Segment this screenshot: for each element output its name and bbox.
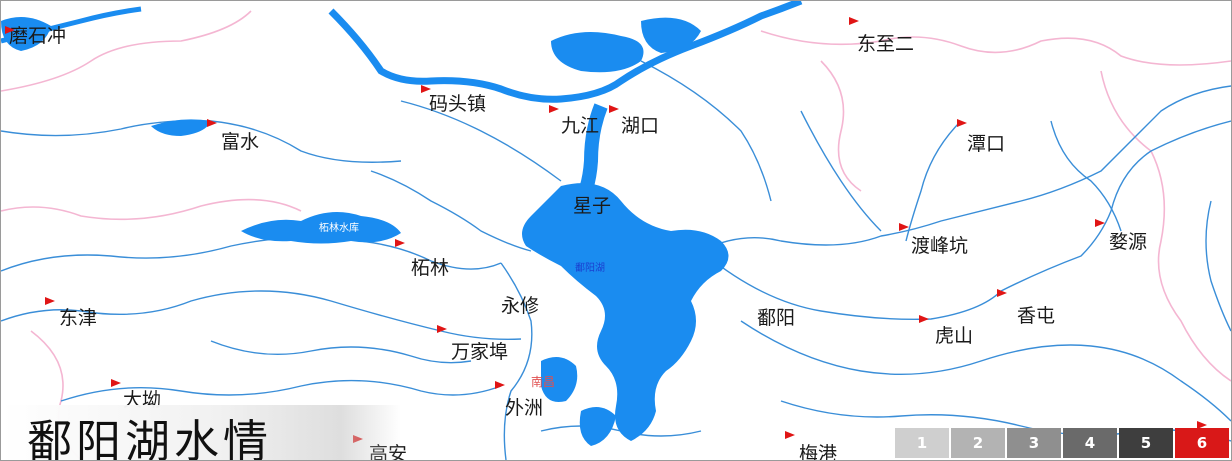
- lake-west: [1, 17, 51, 51]
- lake-north: [641, 17, 701, 54]
- pager-button-6[interactable]: 6: [1175, 428, 1229, 458]
- station-flag[interactable]: [437, 325, 447, 333]
- station-flag[interactable]: [899, 223, 909, 231]
- station-flag[interactable]: [421, 85, 431, 93]
- station-flag[interactable]: [785, 431, 795, 439]
- station-flag[interactable]: [111, 379, 121, 387]
- lake-south-fragment-2: [579, 407, 616, 446]
- poyang-lake: [522, 183, 729, 441]
- station-flag[interactable]: [1197, 421, 1207, 429]
- place-label: 码头镇: [429, 93, 487, 115]
- zhelin-reservoir: [241, 212, 401, 244]
- place-label: 潭口: [967, 133, 1006, 155]
- city-label: 南昌: [531, 375, 556, 389]
- place-label: 万家埠: [451, 341, 509, 363]
- station-flag[interactable]: [495, 381, 505, 389]
- yangtze-river: [328, 1, 803, 103]
- place-label: 东至二: [857, 33, 915, 55]
- place-label: 湖口: [621, 115, 660, 137]
- station-flag[interactable]: [957, 119, 967, 127]
- lake-south-fragment: [541, 357, 578, 402]
- pager-button-4[interactable]: 4: [1063, 428, 1117, 458]
- place-label: 九江: [561, 115, 600, 137]
- pager-button-5[interactable]: 5: [1119, 428, 1173, 458]
- place-label: 鄱阳: [757, 307, 796, 329]
- place-label: 磨石冲: [9, 25, 67, 47]
- river-network: [1, 60, 1231, 460]
- station-flag[interactable]: [919, 315, 929, 323]
- station-flag[interactable]: [207, 119, 217, 127]
- title-banner: [1, 405, 401, 460]
- pager-button-3[interactable]: 3: [1007, 428, 1061, 458]
- place-label: 婺源: [1109, 231, 1148, 253]
- fushui-reservoir: [151, 119, 211, 136]
- station-flag[interactable]: [1095, 219, 1105, 227]
- place-label: 虎山: [935, 325, 974, 347]
- place-label: 梅港: [799, 443, 838, 461]
- place-label: 东津: [59, 307, 98, 329]
- reservoir-label: 柘林水库: [319, 223, 359, 234]
- pager-button-1[interactable]: 1: [895, 428, 949, 458]
- station-flag[interactable]: [849, 17, 859, 25]
- station-flag[interactable]: [5, 26, 15, 34]
- lake-label: 鄱阳湖: [575, 263, 605, 274]
- pager-button-2[interactable]: 2: [951, 428, 1005, 458]
- place-label: 柘林: [411, 257, 450, 279]
- station-flag[interactable]: [549, 105, 559, 113]
- place-label: 外洲: [505, 397, 544, 419]
- place-label: 永修: [501, 295, 540, 317]
- station-flag[interactable]: [609, 105, 619, 113]
- map-title: 鄱阳湖水情: [27, 415, 273, 461]
- place-label: 星子: [573, 195, 612, 217]
- station-flag[interactable]: [45, 297, 55, 305]
- place-label: 富水: [221, 131, 260, 153]
- place-label: 香屯: [1017, 305, 1056, 327]
- station-flag[interactable]: [395, 239, 405, 247]
- station-flag[interactable]: [997, 289, 1007, 297]
- lake-northeast: [551, 32, 644, 73]
- place-label: 渡峰坑: [911, 235, 969, 257]
